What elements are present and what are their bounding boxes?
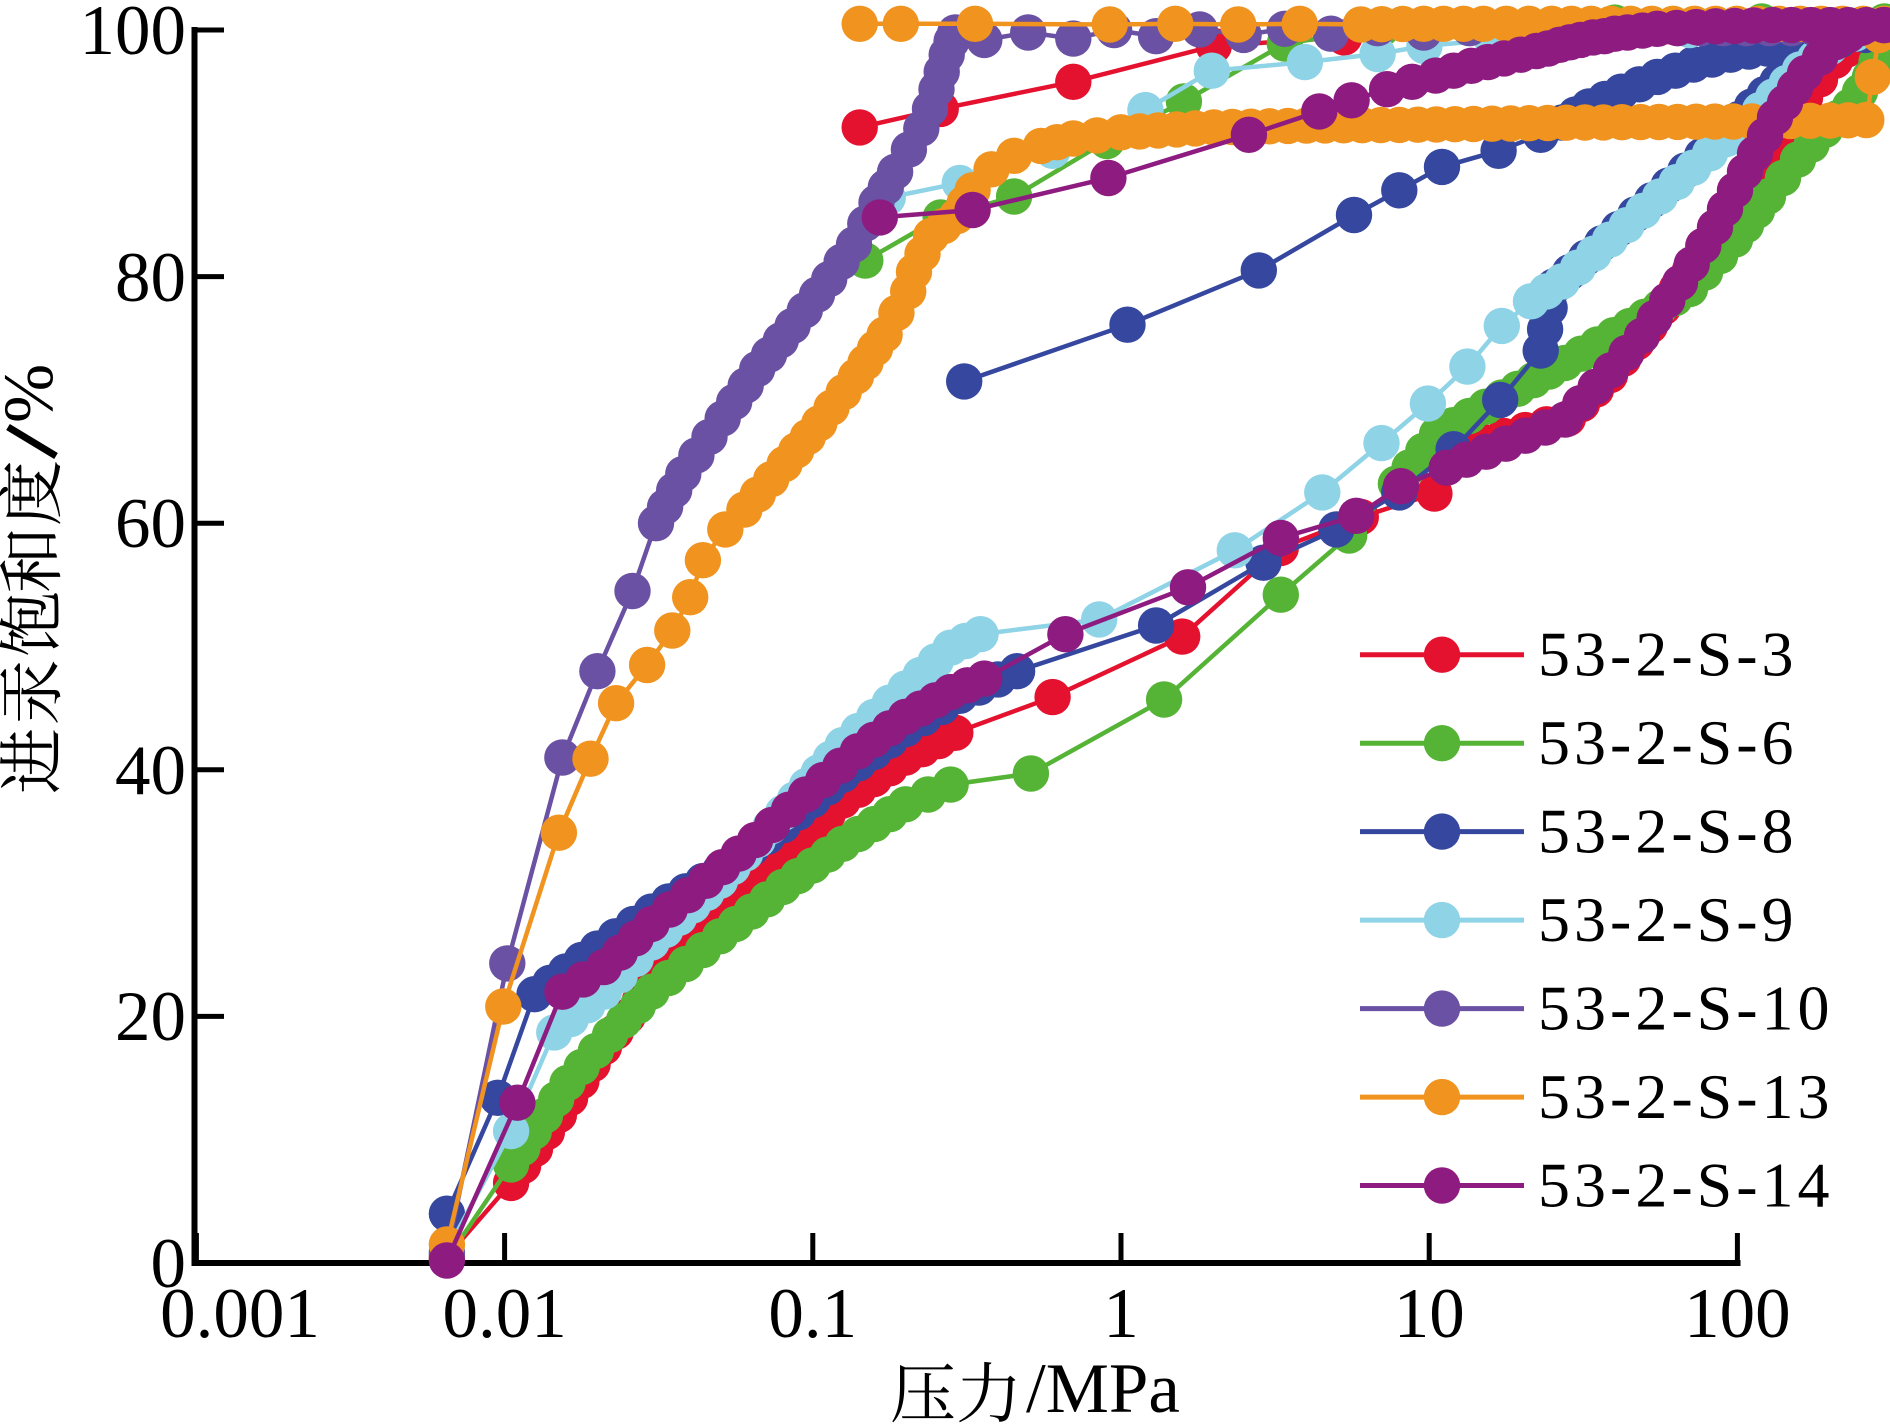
svg-text:20: 20: [115, 978, 186, 1056]
svg-text:53-2-S-3: 53-2-S-3: [1538, 619, 1798, 690]
svg-text:/MPa: /MPa: [1026, 1350, 1180, 1425]
svg-text:40: 40: [115, 732, 186, 810]
svg-text:53-2-S-9: 53-2-S-9: [1538, 884, 1798, 955]
svg-text:0.001: 0.001: [160, 1275, 320, 1353]
svg-text:0.1: 0.1: [768, 1275, 857, 1353]
svg-text:60: 60: [115, 485, 186, 563]
svg-text:1: 1: [1103, 1275, 1139, 1353]
svg-text:80: 80: [115, 239, 186, 317]
svg-text:53-2-S-13: 53-2-S-13: [1538, 1061, 1834, 1132]
svg-text:%: %: [0, 364, 68, 423]
svg-text:0: 0: [151, 1225, 187, 1303]
svg-text:53-2-S-8: 53-2-S-8: [1538, 796, 1798, 867]
svg-text:53-2-S-14: 53-2-S-14: [1538, 1150, 1834, 1221]
svg-text:53-2-S-10: 53-2-S-10: [1538, 973, 1834, 1044]
svg-text:0.01: 0.01: [442, 1275, 566, 1353]
svg-text:100: 100: [80, 0, 187, 70]
svg-text:100: 100: [1684, 1275, 1791, 1353]
svg-text:10: 10: [1394, 1275, 1465, 1353]
svg-text:53-2-S-6: 53-2-S-6: [1538, 707, 1798, 778]
